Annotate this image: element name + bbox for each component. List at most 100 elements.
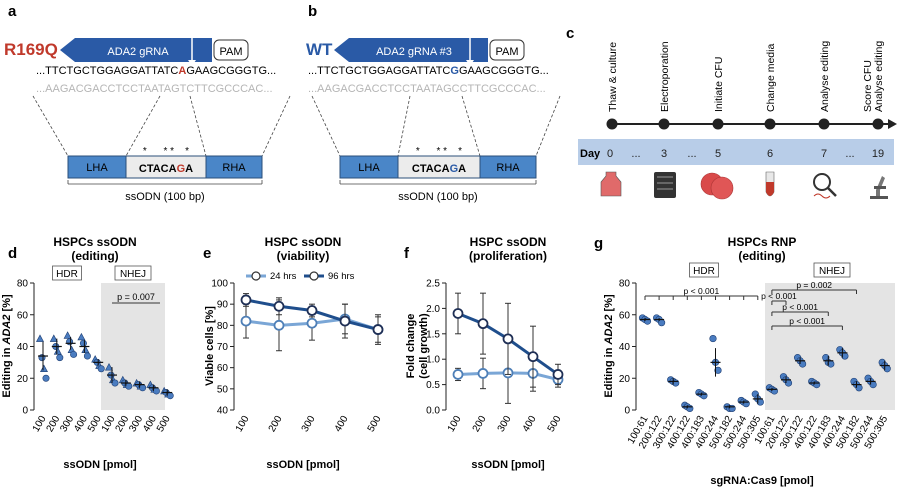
- data-point: [306, 305, 318, 316]
- top-sequence: ...TTCTGCTGGAGGATTATCGGAAGCGGGTG...: [308, 65, 549, 77]
- pam-box: [213, 39, 249, 61]
- data-point: [77, 332, 86, 341]
- odn-stars: * * * *: [143, 146, 189, 157]
- panel-d: d HSPCs ssODN(editing) 0 20 40 60 80 Editing in…: [1, 235, 174, 471]
- x-tick-label: 200: [267, 414, 285, 434]
- data-point: [104, 363, 114, 371]
- x-tick-label: 300: [300, 414, 318, 434]
- legend-marker: [309, 271, 319, 281]
- data-point: [714, 366, 722, 374]
- day-value: ...: [687, 148, 696, 160]
- variant-label: R169Q: [4, 40, 58, 59]
- chart-subtitle: (proliferation): [469, 249, 547, 263]
- tube-icon: [765, 171, 775, 197]
- magnifier-dna-icon: [813, 173, 837, 199]
- odn-center-seq: CTACAGA: [412, 163, 466, 175]
- p-value: p = 0.002: [796, 280, 832, 290]
- panel-g: g HSPCs RNP(editing) 0 20 40 60 80 Editing in A…: [594, 235, 895, 487]
- panel-a-letter: a: [8, 3, 17, 20]
- data-point: [502, 333, 514, 345]
- ssodn-center: [397, 155, 481, 179]
- grna-arrow: [334, 38, 488, 62]
- day-values: 0... 3... 5 6 7... 19: [607, 148, 884, 160]
- data-point: [81, 345, 90, 353]
- chart-title: HSPCs RNP: [728, 235, 797, 249]
- y-tick-label: 70: [217, 342, 229, 353]
- data-point: [240, 315, 252, 327]
- grna-arrow: [60, 38, 212, 62]
- step-label: Analyse editing: [819, 41, 831, 112]
- data-point: [49, 334, 58, 342]
- timeline-arrowhead: [888, 119, 897, 129]
- homology-guides: [32, 95, 291, 157]
- y-tick-label: 90: [217, 300, 229, 311]
- data-point: [240, 294, 252, 306]
- y-axis-label: Editing in ADA2 [%]: [603, 294, 615, 398]
- y-tick-label: 1.0: [426, 355, 440, 366]
- data-point: [273, 300, 285, 312]
- data-point: [152, 387, 160, 395]
- rha-label: RHA: [222, 162, 246, 174]
- data-point: [166, 392, 174, 400]
- cut-site-arrowhead: [188, 60, 196, 66]
- chart-title: HSPC ssODN: [470, 235, 547, 249]
- data-point: [527, 351, 539, 363]
- p-value: p < 0.001: [684, 286, 720, 296]
- x-axis-label: sgRNA:Cas9 [pmol]: [710, 475, 814, 487]
- hdr-label: HDR: [693, 266, 715, 277]
- day-value: ...: [845, 148, 854, 160]
- day-band: [578, 139, 894, 165]
- data-point: [42, 374, 50, 382]
- x-tick-label: 200: [471, 414, 489, 434]
- flask-icon: [600, 171, 622, 197]
- y-tick-label: 20: [17, 374, 29, 385]
- y-tick-label: 50: [217, 384, 229, 395]
- y-tick-label: 80: [217, 321, 229, 332]
- odn-center-seq: CTACAGA: [139, 163, 193, 175]
- data-point: [709, 334, 717, 343]
- step-label: Electroporation: [659, 41, 671, 112]
- petri-dish-icon: [700, 172, 734, 200]
- data-point: [39, 364, 49, 373]
- data-point: [66, 338, 74, 346]
- x-tick-label: 400: [521, 414, 539, 434]
- y-tick-label: 0: [22, 406, 28, 417]
- data-point: [35, 334, 45, 342]
- chart-title: HSPCs ssODN: [53, 235, 136, 249]
- panel-e-letter: e: [203, 245, 211, 262]
- legend-marker: [251, 271, 261, 281]
- y-tick-label: 0: [624, 406, 630, 417]
- x-tick-label: 400: [333, 414, 351, 434]
- y-tick-label: 100: [211, 279, 228, 290]
- data-point: [111, 379, 119, 387]
- y-tick-label: 2.5: [426, 279, 440, 290]
- y-tick-label: 0.0: [426, 406, 440, 417]
- panel-g-letter: g: [594, 235, 603, 252]
- nhej-label-box: [114, 265, 152, 281]
- pam-label: PAM: [219, 46, 242, 58]
- day-label: Day: [580, 148, 601, 160]
- ssodn-center: [125, 155, 207, 179]
- y-axis-label: Fold change: [405, 314, 417, 379]
- panel-d-letter: d: [8, 245, 17, 262]
- electroporator-icon: [654, 172, 676, 198]
- hdr-label-box: [52, 265, 82, 281]
- nhej-label: NHEJ: [819, 266, 845, 277]
- x-axis-label: ssODN [pmol]: [266, 459, 340, 471]
- x-axis-label: ssODN [pmol]: [63, 459, 137, 471]
- y-tick-label: 40: [217, 406, 229, 417]
- lha-label: LHA: [358, 162, 380, 174]
- chart-title: HSPC ssODN: [265, 235, 342, 249]
- variant-label: WT: [306, 40, 333, 59]
- cut-site-arrowhead: [466, 60, 474, 66]
- data-point: [97, 365, 105, 373]
- y-tick-label: 20: [619, 374, 631, 385]
- panel-f: f HSPC ssODN(proliferation) 0.0 0.5 1.0 1.5 2.…: [404, 235, 564, 471]
- data-point: [372, 324, 384, 335]
- bottom-sequence: ...AAGACGACCTCCTAATAGTCTTCGCCCAC...: [36, 83, 273, 95]
- top-sequence: ...TTCTGCTGGAGGATTATCAGAAGCGGGTG...: [36, 65, 276, 77]
- step-label: Initiate CFU: [713, 57, 725, 112]
- legend-label: 24 hrs: [270, 271, 297, 282]
- data-point: [552, 369, 564, 380]
